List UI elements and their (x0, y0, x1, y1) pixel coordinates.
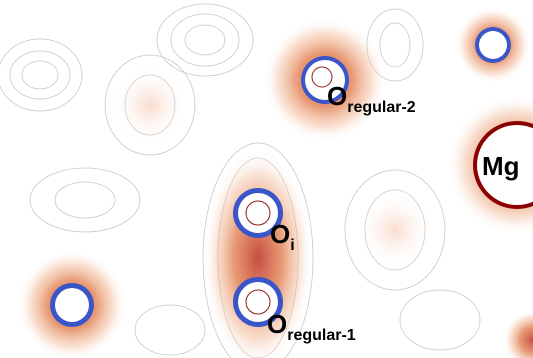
label-main: O (270, 219, 290, 249)
label-sub: regular-1 (287, 327, 356, 344)
atom-label: Mg (482, 151, 520, 181)
label-sub: i (290, 237, 294, 254)
label-main: O (327, 81, 347, 111)
density-plot: Oregular-2 Mg Oi Oregular-1 (0, 0, 533, 358)
label-main: O (267, 309, 287, 339)
label-sub: regular-2 (347, 99, 416, 116)
